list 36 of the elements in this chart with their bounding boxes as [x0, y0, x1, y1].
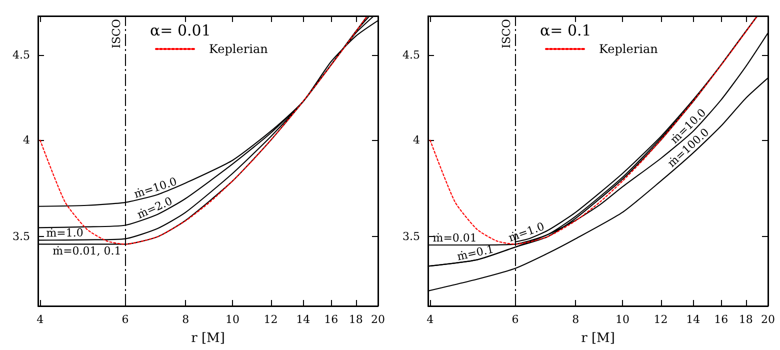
x-tick-label: 4: [36, 313, 44, 326]
x-axis-title: r [M]: [191, 331, 225, 346]
y-tick-label: 3.5: [402, 230, 420, 244]
y-tick-label: 3.5: [12, 230, 30, 244]
y-tick-label: 4.5: [402, 48, 420, 62]
x-tick-label: 18: [348, 313, 363, 326]
legend-label: Keplerian: [209, 42, 268, 56]
chart-title: α= 0.1: [540, 22, 592, 40]
ref-line-label: ISCO: [110, 19, 124, 48]
x-tick-label: 10: [615, 313, 630, 326]
chart-title: α= 0.01: [150, 22, 211, 40]
x-tick-label: 6: [122, 313, 129, 326]
y-tick-label: 4.5: [12, 48, 30, 62]
annotation: ṁ=0.01: [432, 232, 477, 245]
x-tick-label: 4: [426, 313, 434, 326]
x-tick-label: 16: [714, 313, 728, 326]
x-tick-label: 12: [264, 313, 278, 326]
x-tick-label: 12: [654, 313, 668, 326]
legend-label: Keplerian: [599, 42, 658, 56]
annotation: ṁ=0.1: [456, 242, 495, 264]
x-axis-title: r [M]: [581, 331, 615, 346]
x-tick-label: 18: [738, 313, 753, 326]
x-tick-label: 8: [572, 313, 580, 326]
y-tick-label: 4: [23, 134, 30, 147]
x-tick-label: 10: [225, 313, 240, 326]
x-tick-label: 8: [182, 313, 190, 326]
x-tick-label: 20: [761, 313, 775, 326]
x-tick-label: 20: [371, 313, 385, 326]
ref-line-label: ISCO: [500, 19, 514, 48]
annotation: ṁ=0.01, 0.1: [52, 244, 122, 258]
x-tick-label: 14: [686, 313, 700, 326]
annotation: ṁ=1.0: [46, 226, 84, 240]
x-tick-label: 14: [296, 313, 310, 326]
x-tick-label: 16: [324, 313, 338, 326]
y-tick-label: 4: [413, 134, 420, 147]
x-tick-label: 6: [512, 313, 519, 326]
